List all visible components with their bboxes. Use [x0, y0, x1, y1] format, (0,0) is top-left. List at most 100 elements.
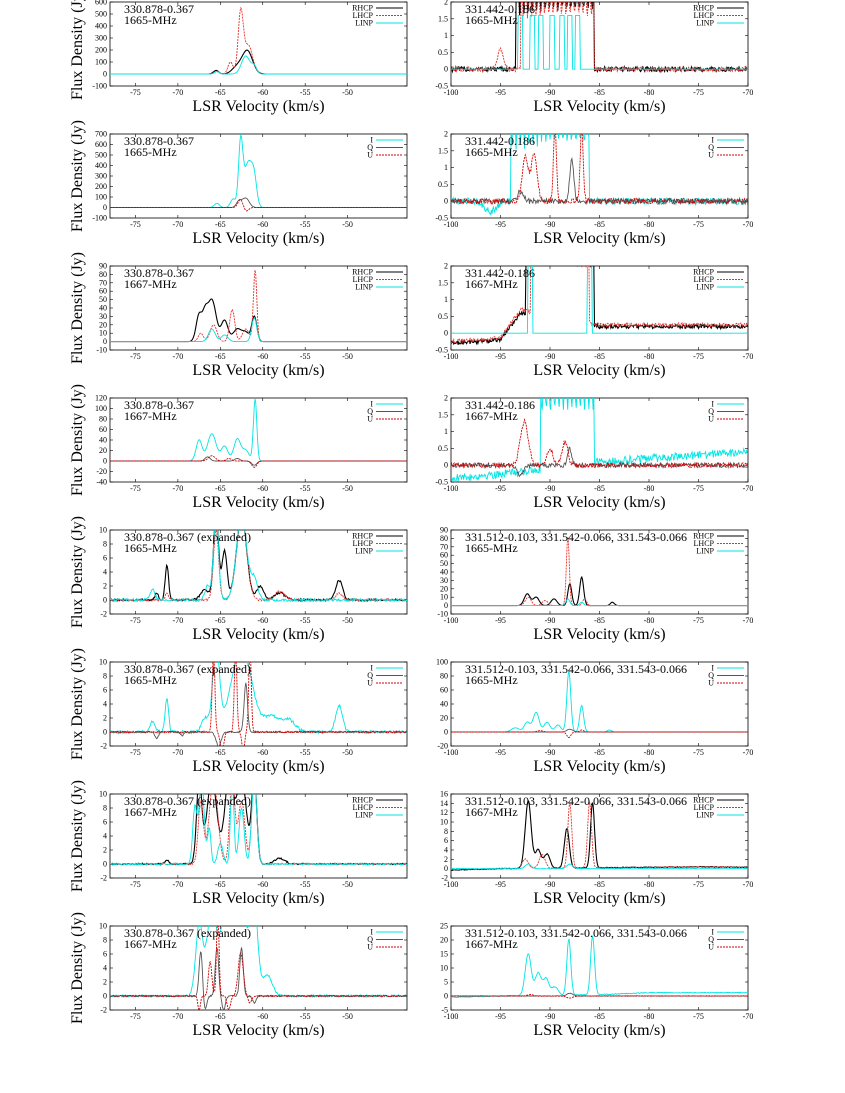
- x-tick-label: -90: [545, 1012, 556, 1021]
- panel-source-label: 330.878-0.367: [124, 398, 194, 412]
- x-tick-label: -95: [495, 1012, 506, 1021]
- y-tick-label: 0: [103, 70, 107, 79]
- x-tick-label: -70: [743, 220, 754, 229]
- legend-label-u: U: [367, 679, 373, 688]
- y-tick-label: 20: [440, 584, 448, 593]
- y-tick-label: 60: [99, 287, 107, 296]
- y-tick-label: 0: [103, 596, 107, 605]
- y-tick-label: -2: [100, 874, 107, 883]
- x-tick-label: -50: [342, 748, 353, 757]
- y-tick-label: 70: [440, 542, 448, 551]
- y-tick-label: 2: [444, 394, 448, 403]
- x-tick-label: -70: [743, 88, 754, 97]
- x-axis-label: LSR Velocity (km/s): [192, 230, 324, 247]
- x-tick-label: -60: [257, 880, 268, 889]
- series-line-u: [110, 199, 407, 212]
- legend-label-rhcp: RHCP: [693, 4, 714, 13]
- y-tick-label: 80: [440, 672, 448, 681]
- y-tick-label: 100: [95, 58, 107, 67]
- panel-frequency-label: 1667-MHz: [124, 805, 177, 819]
- x-tick-label: -50: [342, 616, 353, 625]
- y-tick-label: 5: [444, 978, 448, 987]
- x-tick-label: -100: [444, 748, 459, 757]
- legend-label-rhcp: RHCP: [352, 4, 373, 13]
- y-axis-label: Flux Density (Jy): [69, 384, 86, 496]
- x-tick-label: -75: [130, 748, 141, 757]
- y-tick-label: 6: [103, 554, 107, 563]
- legend-label-lhcp: LHCP: [353, 11, 374, 20]
- x-tick-label: -90: [545, 748, 556, 757]
- y-tick-label: 20: [99, 320, 107, 329]
- x-axis-label: LSR Velocity (km/s): [192, 890, 324, 907]
- series-line-lhcp: [451, 802, 748, 871]
- panel-source-label: 330.878-0.367 (expanded): [124, 662, 251, 676]
- legend-label-rhcp: RHCP: [352, 796, 373, 805]
- y-tick-label: -2: [100, 610, 107, 619]
- y-tick-label: 4: [103, 964, 107, 973]
- x-tick-label: -85: [594, 484, 605, 493]
- x-tick-label: -85: [594, 880, 605, 889]
- x-tick-label: -90: [545, 484, 556, 493]
- y-tick-label: 40: [440, 568, 448, 577]
- y-tick-label: -100: [92, 214, 107, 223]
- x-tick-label: -85: [594, 748, 605, 757]
- x-tick-label: -80: [644, 220, 655, 229]
- legend-label-rhcp: RHCP: [352, 532, 373, 541]
- x-tick-label: -70: [743, 352, 754, 361]
- x-tick-label: -65: [215, 616, 226, 625]
- y-tick-label: 100: [95, 193, 107, 202]
- legend-label-u: U: [708, 943, 714, 952]
- y-tick-label: 6: [103, 818, 107, 827]
- legend-label-q: Q: [367, 407, 373, 416]
- panel-frequency-label: 1665-MHz: [465, 673, 518, 687]
- panel-frequency-label: 1667-MHz: [124, 277, 177, 291]
- panel-frequency-label: 1667-MHz: [465, 805, 518, 819]
- y-tick-label: -100: [92, 82, 107, 91]
- x-tick-label: -55: [300, 88, 311, 97]
- x-tick-label: -60: [257, 1012, 268, 1021]
- panel-frequency-label: 1665-MHz: [124, 145, 177, 159]
- legend-label-linp: LINP: [696, 19, 714, 28]
- y-tick-label: 2: [444, 0, 448, 7]
- legend-label-i: I: [711, 136, 714, 145]
- plot-frame: [109, 1, 408, 87]
- y-tick-label: 300: [95, 34, 107, 43]
- series-line-u: [451, 134, 748, 206]
- x-tick-label: -75: [130, 88, 141, 97]
- x-tick-label: -90: [545, 220, 556, 229]
- y-tick-label: 2: [444, 130, 448, 139]
- y-tick-label: 6: [103, 686, 107, 695]
- panel-source-label: 331.442-0.186: [465, 266, 535, 280]
- y-tick-label: 0: [444, 65, 448, 74]
- panel-source-label: 330.878-0.367 (expanded): [124, 794, 251, 808]
- legend-label-q: Q: [708, 935, 714, 944]
- series-line-linp: [451, 14, 748, 70]
- legend-label-rhcp: RHCP: [352, 268, 373, 277]
- series-line-rhcp: [451, 2, 748, 74]
- y-axis-label: Flux Density (Jy): [69, 648, 86, 760]
- x-tick-label: -100: [444, 220, 459, 229]
- legend-label-q: Q: [367, 935, 373, 944]
- legend-label-u: U: [367, 151, 373, 160]
- y-axis-label: Flux Density (Jy): [69, 516, 86, 628]
- panel-source-label: 331.512-0.103, 331.542-0.066, 331.543-0.…: [465, 794, 687, 808]
- y-tick-label: 8: [103, 672, 107, 681]
- y-tick-label: 80: [440, 534, 448, 543]
- y-tick-label: 2: [103, 978, 107, 987]
- series-line-u: [110, 662, 407, 746]
- series-line-i: [110, 926, 407, 999]
- x-tick-label: -100: [444, 484, 459, 493]
- x-tick-label: -75: [130, 616, 141, 625]
- x-tick-label: -95: [495, 616, 506, 625]
- y-tick-label: 500: [95, 151, 107, 160]
- legend-label-i: I: [711, 400, 714, 409]
- x-tick-label: -100: [444, 88, 459, 97]
- y-tick-label: 50: [440, 559, 448, 568]
- x-tick-label: -60: [257, 484, 268, 493]
- y-tick-label: 8: [103, 540, 107, 549]
- y-tick-label: 400: [95, 161, 107, 170]
- y-tick-label: 200: [95, 182, 107, 191]
